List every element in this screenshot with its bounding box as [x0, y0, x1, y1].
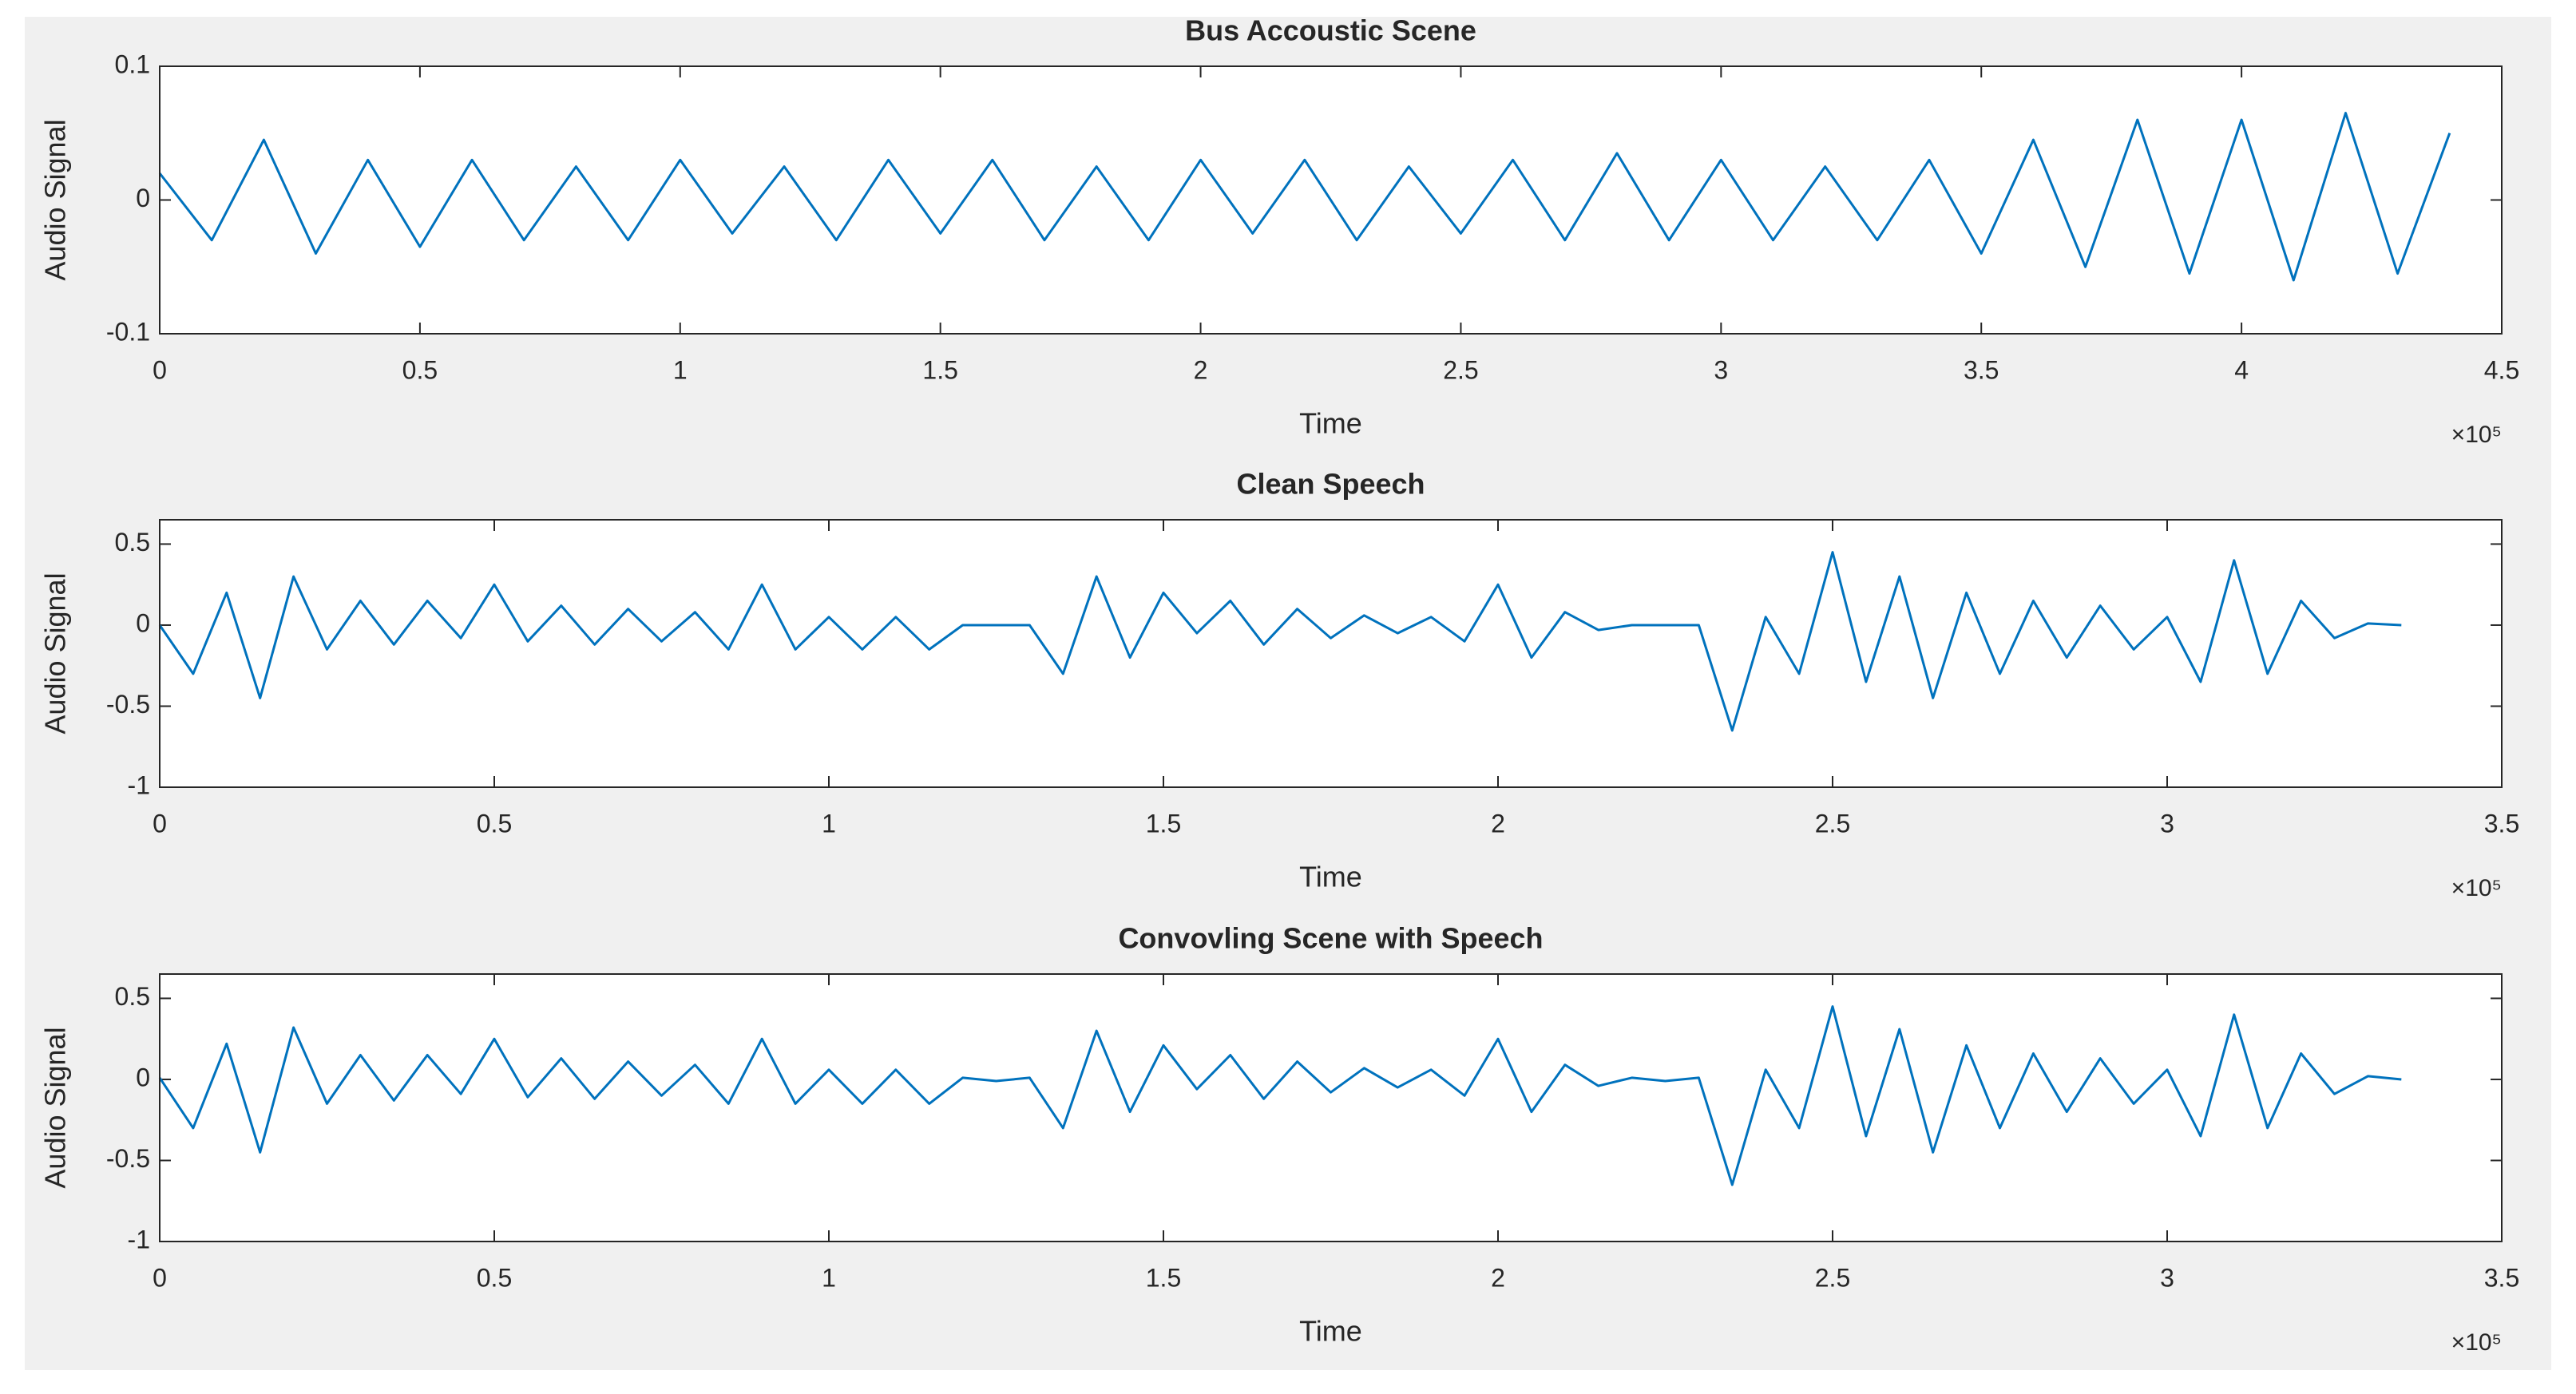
- x-axis-label: Time: [1299, 407, 1362, 440]
- chart-title: Bus Accoustic Scene: [1185, 14, 1476, 47]
- x-tick-label: 2.5: [1443, 355, 1478, 384]
- y-tick-label: 0: [136, 1063, 150, 1091]
- y-axis-label: Audio Signal: [39, 1027, 72, 1188]
- chart-title: Convovling Scene with Speech: [1118, 922, 1543, 955]
- x-tick-label: 0: [153, 809, 167, 838]
- waveform: [158, 112, 2451, 282]
- x-tick-label: 3.5: [2484, 1263, 2519, 1292]
- x-tick-label: 0.5: [477, 809, 512, 838]
- y-axis-label: Audio Signal: [39, 119, 72, 280]
- x-tick-label: 1.5: [922, 355, 957, 384]
- x-multiplier: ×10⁵: [2451, 422, 2502, 448]
- x-tick-label: 3.5: [1964, 355, 1999, 384]
- axes-box: [159, 519, 2503, 788]
- x-tick-label: 2.5: [1815, 1263, 1850, 1292]
- x-tick-label: 1.5: [1146, 809, 1181, 838]
- y-tick-label: -1: [128, 770, 150, 799]
- x-tick-label: 1: [822, 809, 836, 838]
- x-tick-label: 0: [153, 355, 167, 384]
- x-axis-label: Time: [1299, 1315, 1362, 1348]
- x-tick-label: 1: [822, 1263, 836, 1292]
- x-tick-label: 1.5: [1146, 1263, 1181, 1292]
- x-tick-label: 1: [673, 355, 688, 384]
- y-tick-label: 0.5: [115, 982, 150, 1011]
- axes-background: [160, 974, 2502, 1242]
- x-tick-label: 2: [1491, 809, 1505, 838]
- x-multiplier: ×10⁵: [2451, 1329, 2502, 1356]
- y-tick-label: 0: [136, 184, 150, 212]
- x-multiplier: ×10⁵: [2451, 875, 2502, 901]
- chart-title: Clean Speech: [1236, 468, 1425, 501]
- waveform: [158, 551, 2402, 732]
- x-tick-label: 2.5: [1815, 809, 1850, 838]
- x-tick-label: 2: [1491, 1263, 1505, 1292]
- y-tick-label: 0.5: [115, 528, 150, 556]
- x-tick-label: 3: [2160, 809, 2174, 838]
- x-tick-label: 4: [2234, 355, 2249, 384]
- waveform: [158, 1005, 2402, 1186]
- y-tick-label: -0.1: [106, 317, 150, 346]
- x-tick-label: 0.5: [402, 355, 438, 384]
- x-tick-label: 0: [153, 1263, 167, 1292]
- x-tick-label: 3: [2160, 1263, 2174, 1292]
- x-tick-label: 3: [1714, 355, 1728, 384]
- y-tick-label: -0.5: [106, 690, 150, 719]
- axes-box: [159, 65, 2503, 335]
- x-axis-label: Time: [1299, 861, 1362, 893]
- y-tick-label: 0.1: [115, 50, 150, 78]
- y-tick-label: -1: [128, 1225, 150, 1253]
- x-tick-label: 3.5: [2484, 809, 2519, 838]
- y-tick-label: 0: [136, 608, 150, 637]
- x-tick-label: 2: [1194, 355, 1208, 384]
- axes-background: [160, 520, 2502, 787]
- x-tick-label: 4.5: [2484, 355, 2519, 384]
- x-tick-label: 0.5: [477, 1263, 512, 1292]
- y-tick-label: -0.5: [106, 1144, 150, 1173]
- axes-box: [159, 973, 2503, 1242]
- y-axis-label: Audio Signal: [39, 572, 72, 734]
